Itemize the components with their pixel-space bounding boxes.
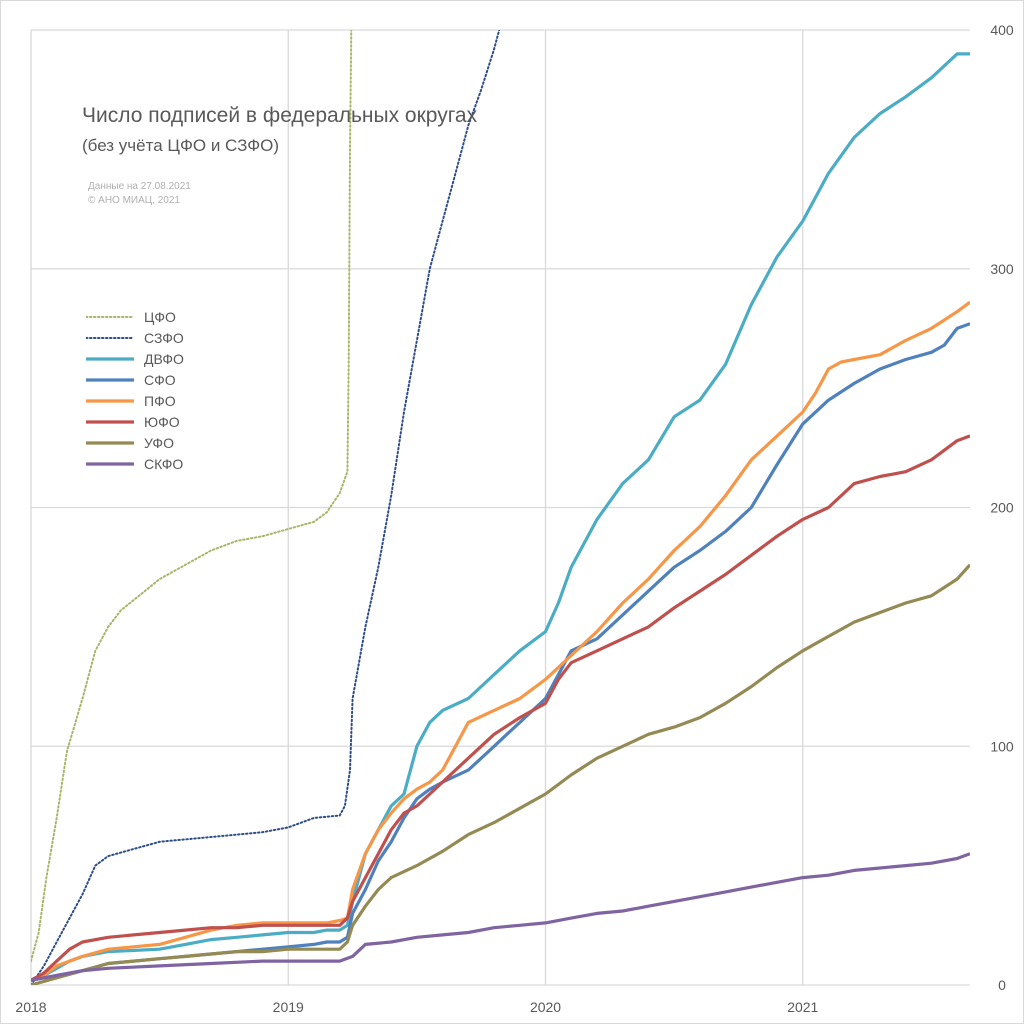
series-lines bbox=[31, 30, 970, 985]
legend-label: ЦФО bbox=[144, 308, 176, 325]
series-line-1 bbox=[31, 30, 501, 985]
legend-item: СФО bbox=[86, 369, 184, 390]
legend-item: ПФО bbox=[86, 390, 184, 411]
legend-swatch bbox=[86, 440, 134, 445]
legend-item: СЗФО bbox=[86, 327, 184, 348]
series-line-2 bbox=[31, 52, 970, 982]
legend-item: ЮФО bbox=[86, 411, 184, 432]
legend-label: СФО bbox=[144, 371, 176, 388]
copyright-note: © АНО МИАЦ, 2021 bbox=[88, 195, 180, 206]
series-line-6 bbox=[31, 563, 970, 985]
legend-swatch bbox=[86, 461, 134, 466]
x-tick-label: 2019 bbox=[273, 999, 304, 1015]
data-date-note: Данные на 27.08.2021 bbox=[88, 181, 191, 192]
legend-item: ЦФО bbox=[86, 306, 184, 327]
x-tick-label: 2020 bbox=[530, 999, 561, 1015]
chart-title: Число подписей в федеральных округах bbox=[82, 104, 478, 127]
chart-legend: ЦФО СЗФО ДВФО СФО ПФО ЮФО УФО СКФО bbox=[86, 306, 184, 474]
legend-item: СКФО bbox=[86, 453, 184, 474]
y-tick-label: 0 bbox=[998, 977, 1006, 993]
legend-item: УФО bbox=[86, 432, 184, 453]
series-line-7 bbox=[31, 852, 970, 982]
legend-label: ПФО bbox=[144, 392, 176, 409]
series-line-4 bbox=[31, 300, 970, 982]
y-axis-ticks: 0 100 200 300 400 bbox=[990, 22, 1014, 993]
legend-swatch bbox=[86, 356, 134, 361]
legend-label: ДВФО bbox=[144, 350, 184, 367]
series-line-0 bbox=[31, 30, 353, 963]
legend-swatch bbox=[86, 398, 134, 403]
chart-subtitle: (без учёта ЦФО и СЗФО) bbox=[82, 136, 280, 155]
legend-label: ЮФО bbox=[144, 413, 180, 430]
legend-label: УФО bbox=[144, 434, 174, 451]
x-tick-label: 2021 bbox=[787, 999, 818, 1015]
y-tick-label: 400 bbox=[990, 22, 1014, 38]
legend-swatch bbox=[86, 336, 134, 339]
legend-swatch bbox=[86, 377, 134, 382]
legend-swatch bbox=[86, 419, 134, 424]
x-axis-ticks: 2018 2019 2020 2021 bbox=[15, 999, 818, 1015]
x-tick-label: 2018 bbox=[15, 999, 46, 1015]
legend-label: СКФО bbox=[144, 455, 184, 472]
y-tick-label: 300 bbox=[990, 261, 1014, 277]
legend-item: ДВФО bbox=[86, 348, 184, 369]
legend-label: СЗФО bbox=[144, 329, 184, 346]
y-tick-label: 200 bbox=[990, 500, 1014, 516]
legend-swatch bbox=[86, 315, 134, 318]
series-line-5 bbox=[31, 434, 970, 982]
y-tick-label: 100 bbox=[990, 738, 1014, 754]
